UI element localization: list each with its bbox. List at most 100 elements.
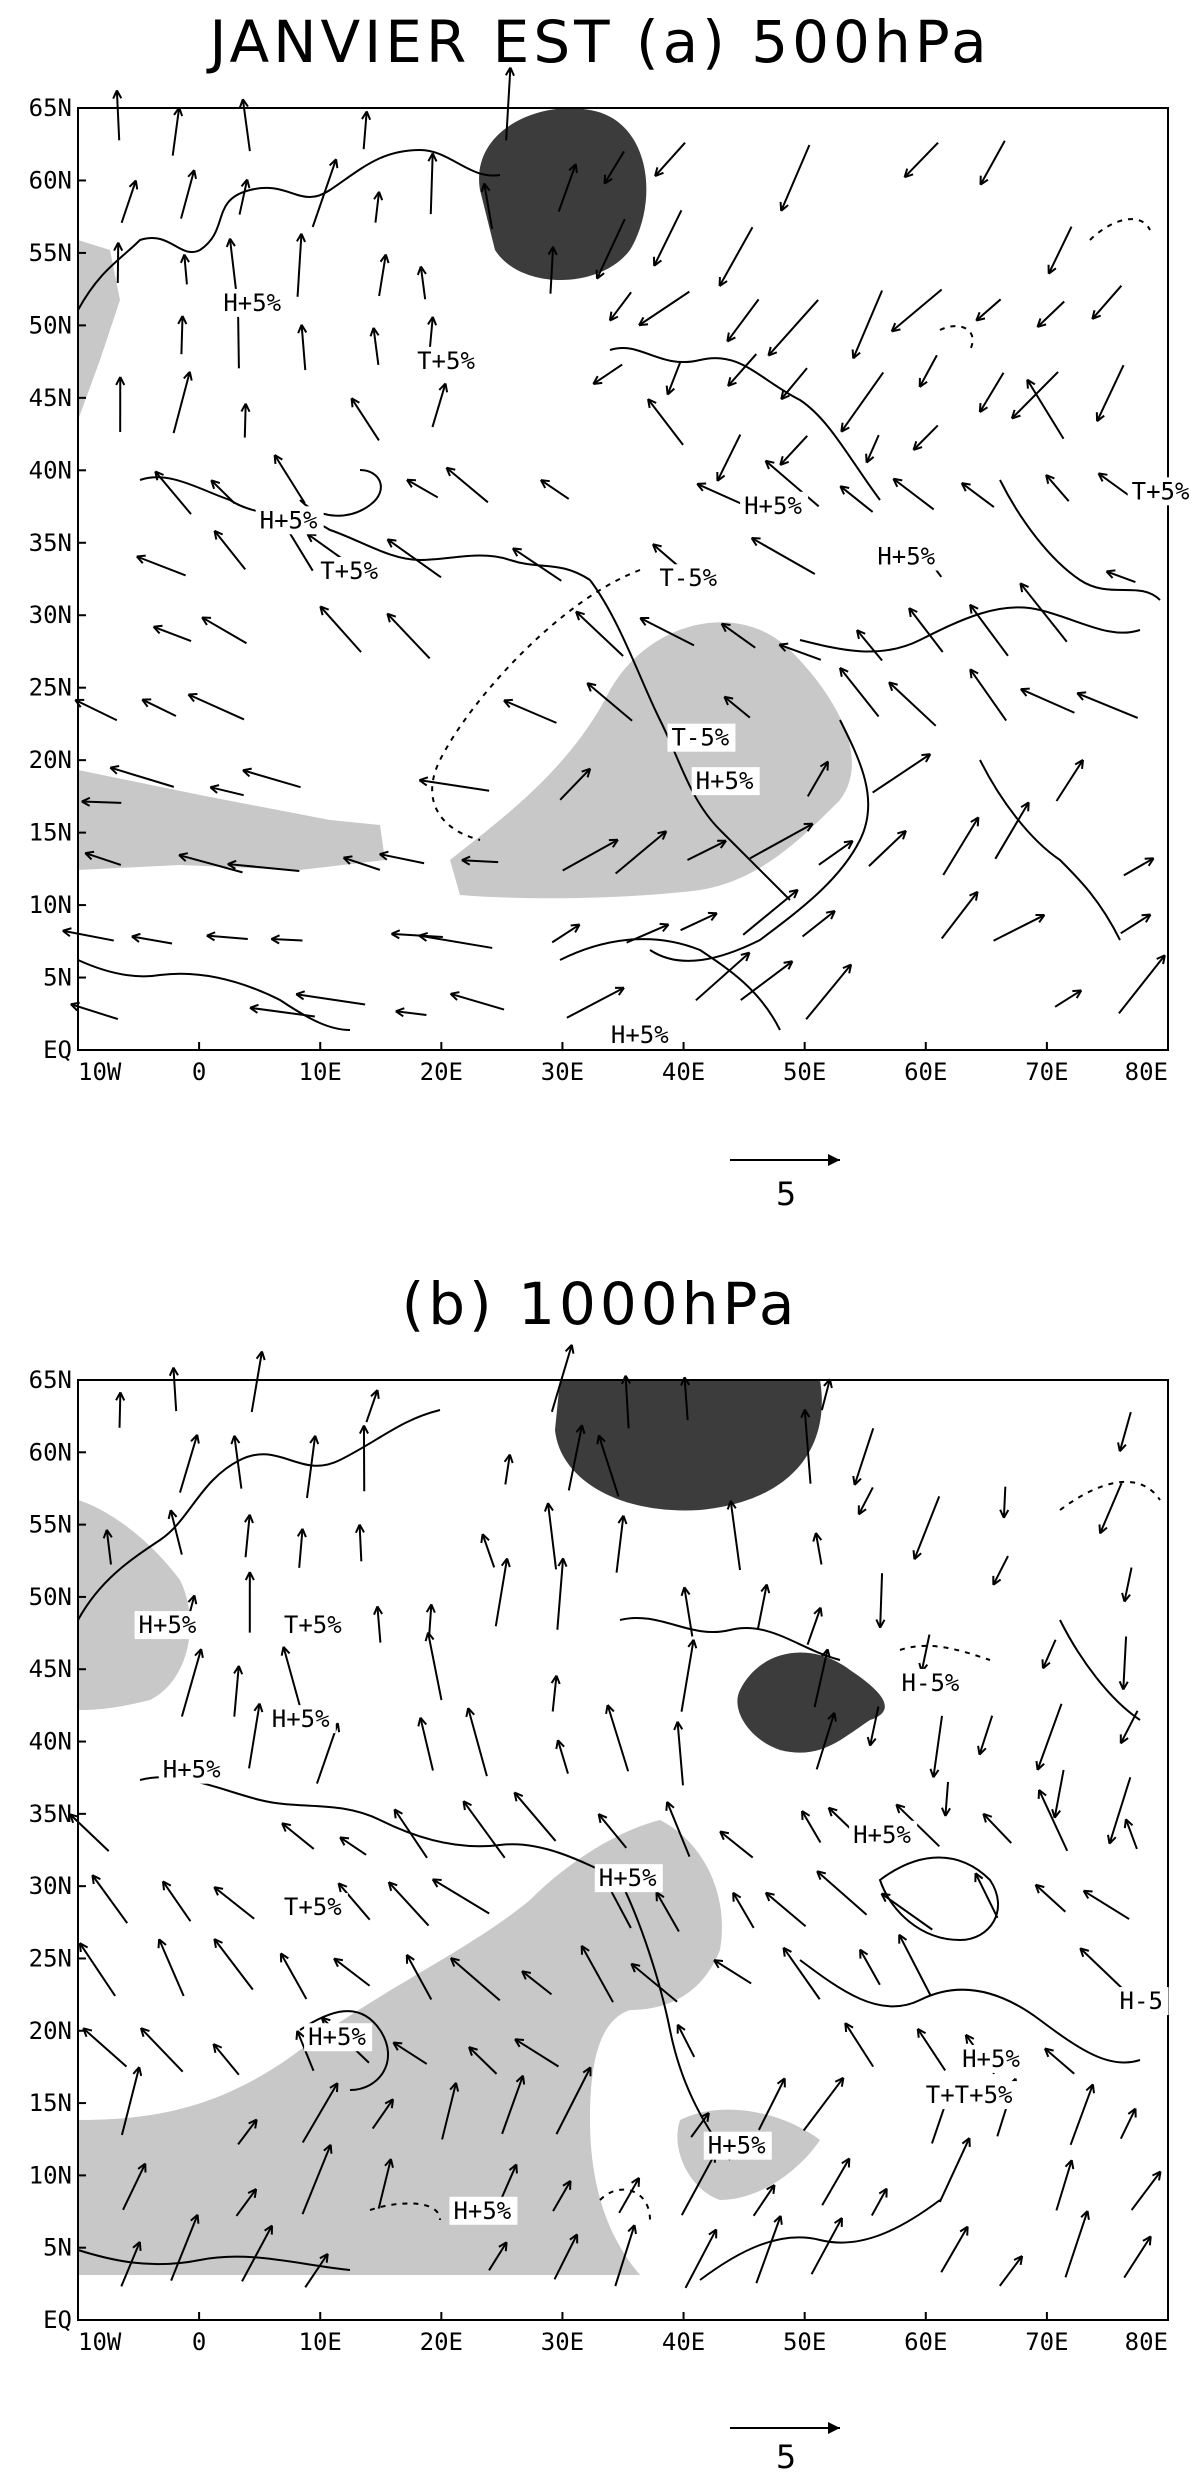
wind-vector	[1045, 474, 1070, 502]
wind-vector	[938, 2137, 971, 2203]
wind-vector	[566, 986, 625, 1019]
wind-vector-head	[840, 422, 850, 433]
wind-vector	[153, 625, 192, 643]
wind-vector	[718, 226, 754, 287]
wind-vector	[462, 1800, 506, 1859]
wind-vector	[419, 266, 427, 300]
wind-vector	[131, 935, 173, 945]
wind-vector-head	[898, 1933, 908, 1944]
contour-label-bg	[703, 2131, 772, 2160]
wind-vector-head	[833, 2217, 843, 2227]
wind-vector-head	[128, 179, 139, 190]
panel-b-wind-vectors	[69, 1344, 1162, 2289]
wind-vector-head	[70, 1001, 80, 1012]
wind-vector-head	[1051, 1808, 1061, 1819]
wind-vector	[551, 1675, 558, 1712]
lon-tick-label: 10E	[299, 1058, 342, 1086]
wind-vector	[816, 1870, 868, 1916]
wind-vector-head	[354, 1524, 365, 1534]
wind-vector	[916, 2028, 947, 2072]
wind-vector	[721, 622, 756, 649]
wind-vector-head	[568, 163, 578, 174]
wind-vector-head	[875, 1619, 886, 1629]
wind-vector-head	[892, 477, 903, 488]
panel-a-title: JANVIER EST (a) 500hPa	[209, 8, 991, 76]
wind-vector-head	[264, 2224, 274, 2235]
wind-vector-head	[665, 1801, 675, 1811]
wind-vector	[180, 1648, 203, 1717]
wind-vector-head	[970, 816, 980, 827]
wind-vector	[105, 1529, 112, 1565]
wind-vector-head	[230, 1435, 241, 1445]
wind-vector	[782, 1947, 821, 2000]
wind-vector-head	[1144, 857, 1155, 867]
wind-vector-head	[297, 324, 308, 334]
wind-vector	[969, 668, 1007, 722]
wind-vector-head	[115, 1391, 126, 1401]
wind-vector	[1096, 364, 1125, 422]
wind-vector	[461, 859, 499, 864]
lat-tick-label: EQ	[43, 2306, 72, 2334]
wind-vector-head	[504, 67, 515, 77]
wind-vector-head	[358, 1425, 369, 1434]
wind-vector-head	[592, 375, 603, 385]
panel-a-axis-ticks: 65N 60N 55N 50N 45N 40N 35N 30N 25N 20N 15N 10N 5N EQ…	[29, 94, 1169, 1086]
wind-vector	[279, 1952, 308, 2000]
wind-vector	[586, 682, 633, 722]
contour-label: H+5%	[599, 1864, 657, 1892]
wind-vector	[376, 1606, 382, 1643]
wind-vector	[488, 2241, 508, 2271]
wind-vector-head	[878, 2187, 888, 2198]
wind-vector-head	[391, 929, 401, 940]
wind-vector	[136, 555, 186, 577]
wind-vector	[597, 1813, 628, 1849]
wind-vector-head	[514, 2038, 525, 2048]
panel-a-map: 65N 60N 55N 50N 45N 40N 35N 30N 25N 20N 15N 10N 5N EQ…	[29, 67, 1196, 1213]
wind-vector	[559, 768, 591, 801]
wind-vector	[596, 218, 626, 280]
wind-vector	[512, 547, 562, 582]
wind-vector-head	[1020, 801, 1030, 812]
wind-vector-head	[596, 1434, 606, 1445]
wind-vector-head	[244, 1571, 255, 1581]
wind-vector-head	[521, 1970, 532, 1980]
lat-tick-label: 30N	[29, 1872, 72, 1900]
wind-vector-head	[1047, 264, 1057, 275]
wind-vector-head	[773, 2215, 783, 2225]
wind-vector-head	[839, 667, 849, 677]
wind-vector	[316, 1722, 339, 1784]
contour-label-bg	[740, 491, 809, 520]
wind-vector	[249, 1006, 315, 1018]
wind-vector	[386, 612, 431, 660]
wind-vector-head	[1035, 1760, 1045, 1771]
wind-vector	[801, 1810, 822, 1843]
wind-vector	[979, 140, 1006, 186]
lon-tick-label: 70E	[1025, 2328, 1068, 2356]
wind-vector	[305, 1435, 317, 1499]
wind-vector-head	[462, 1800, 472, 1811]
wind-vector	[392, 2041, 428, 2065]
wind-vector	[419, 779, 490, 792]
wind-vector-head	[339, 1836, 350, 1846]
wind-vector	[333, 1957, 371, 1987]
wind-vector	[178, 854, 243, 874]
wind-vector	[553, 2233, 579, 2280]
lat-tick-label: 60N	[29, 1438, 72, 1466]
wind-vector	[179, 1434, 199, 1493]
wind-vector-head	[960, 482, 971, 492]
wind-vector	[1036, 1703, 1063, 1771]
wind-vector-head	[255, 1350, 266, 1361]
wind-vector-head	[84, 850, 95, 861]
wind-vector-head	[418, 776, 429, 787]
wind-vector-head	[726, 332, 736, 343]
wind-vector	[1064, 2210, 1089, 2278]
wind-vector	[857, 1486, 874, 1515]
wind-vector	[626, 923, 669, 944]
wind-vector-head	[788, 888, 799, 899]
wind-vector-head	[1035, 914, 1046, 923]
contour-label-bg	[316, 557, 385, 585]
wind-vector	[1083, 1889, 1130, 1920]
wind-vector	[428, 1604, 433, 1636]
wind-vector-head	[393, 1808, 403, 1819]
wind-vector	[755, 2215, 782, 2284]
